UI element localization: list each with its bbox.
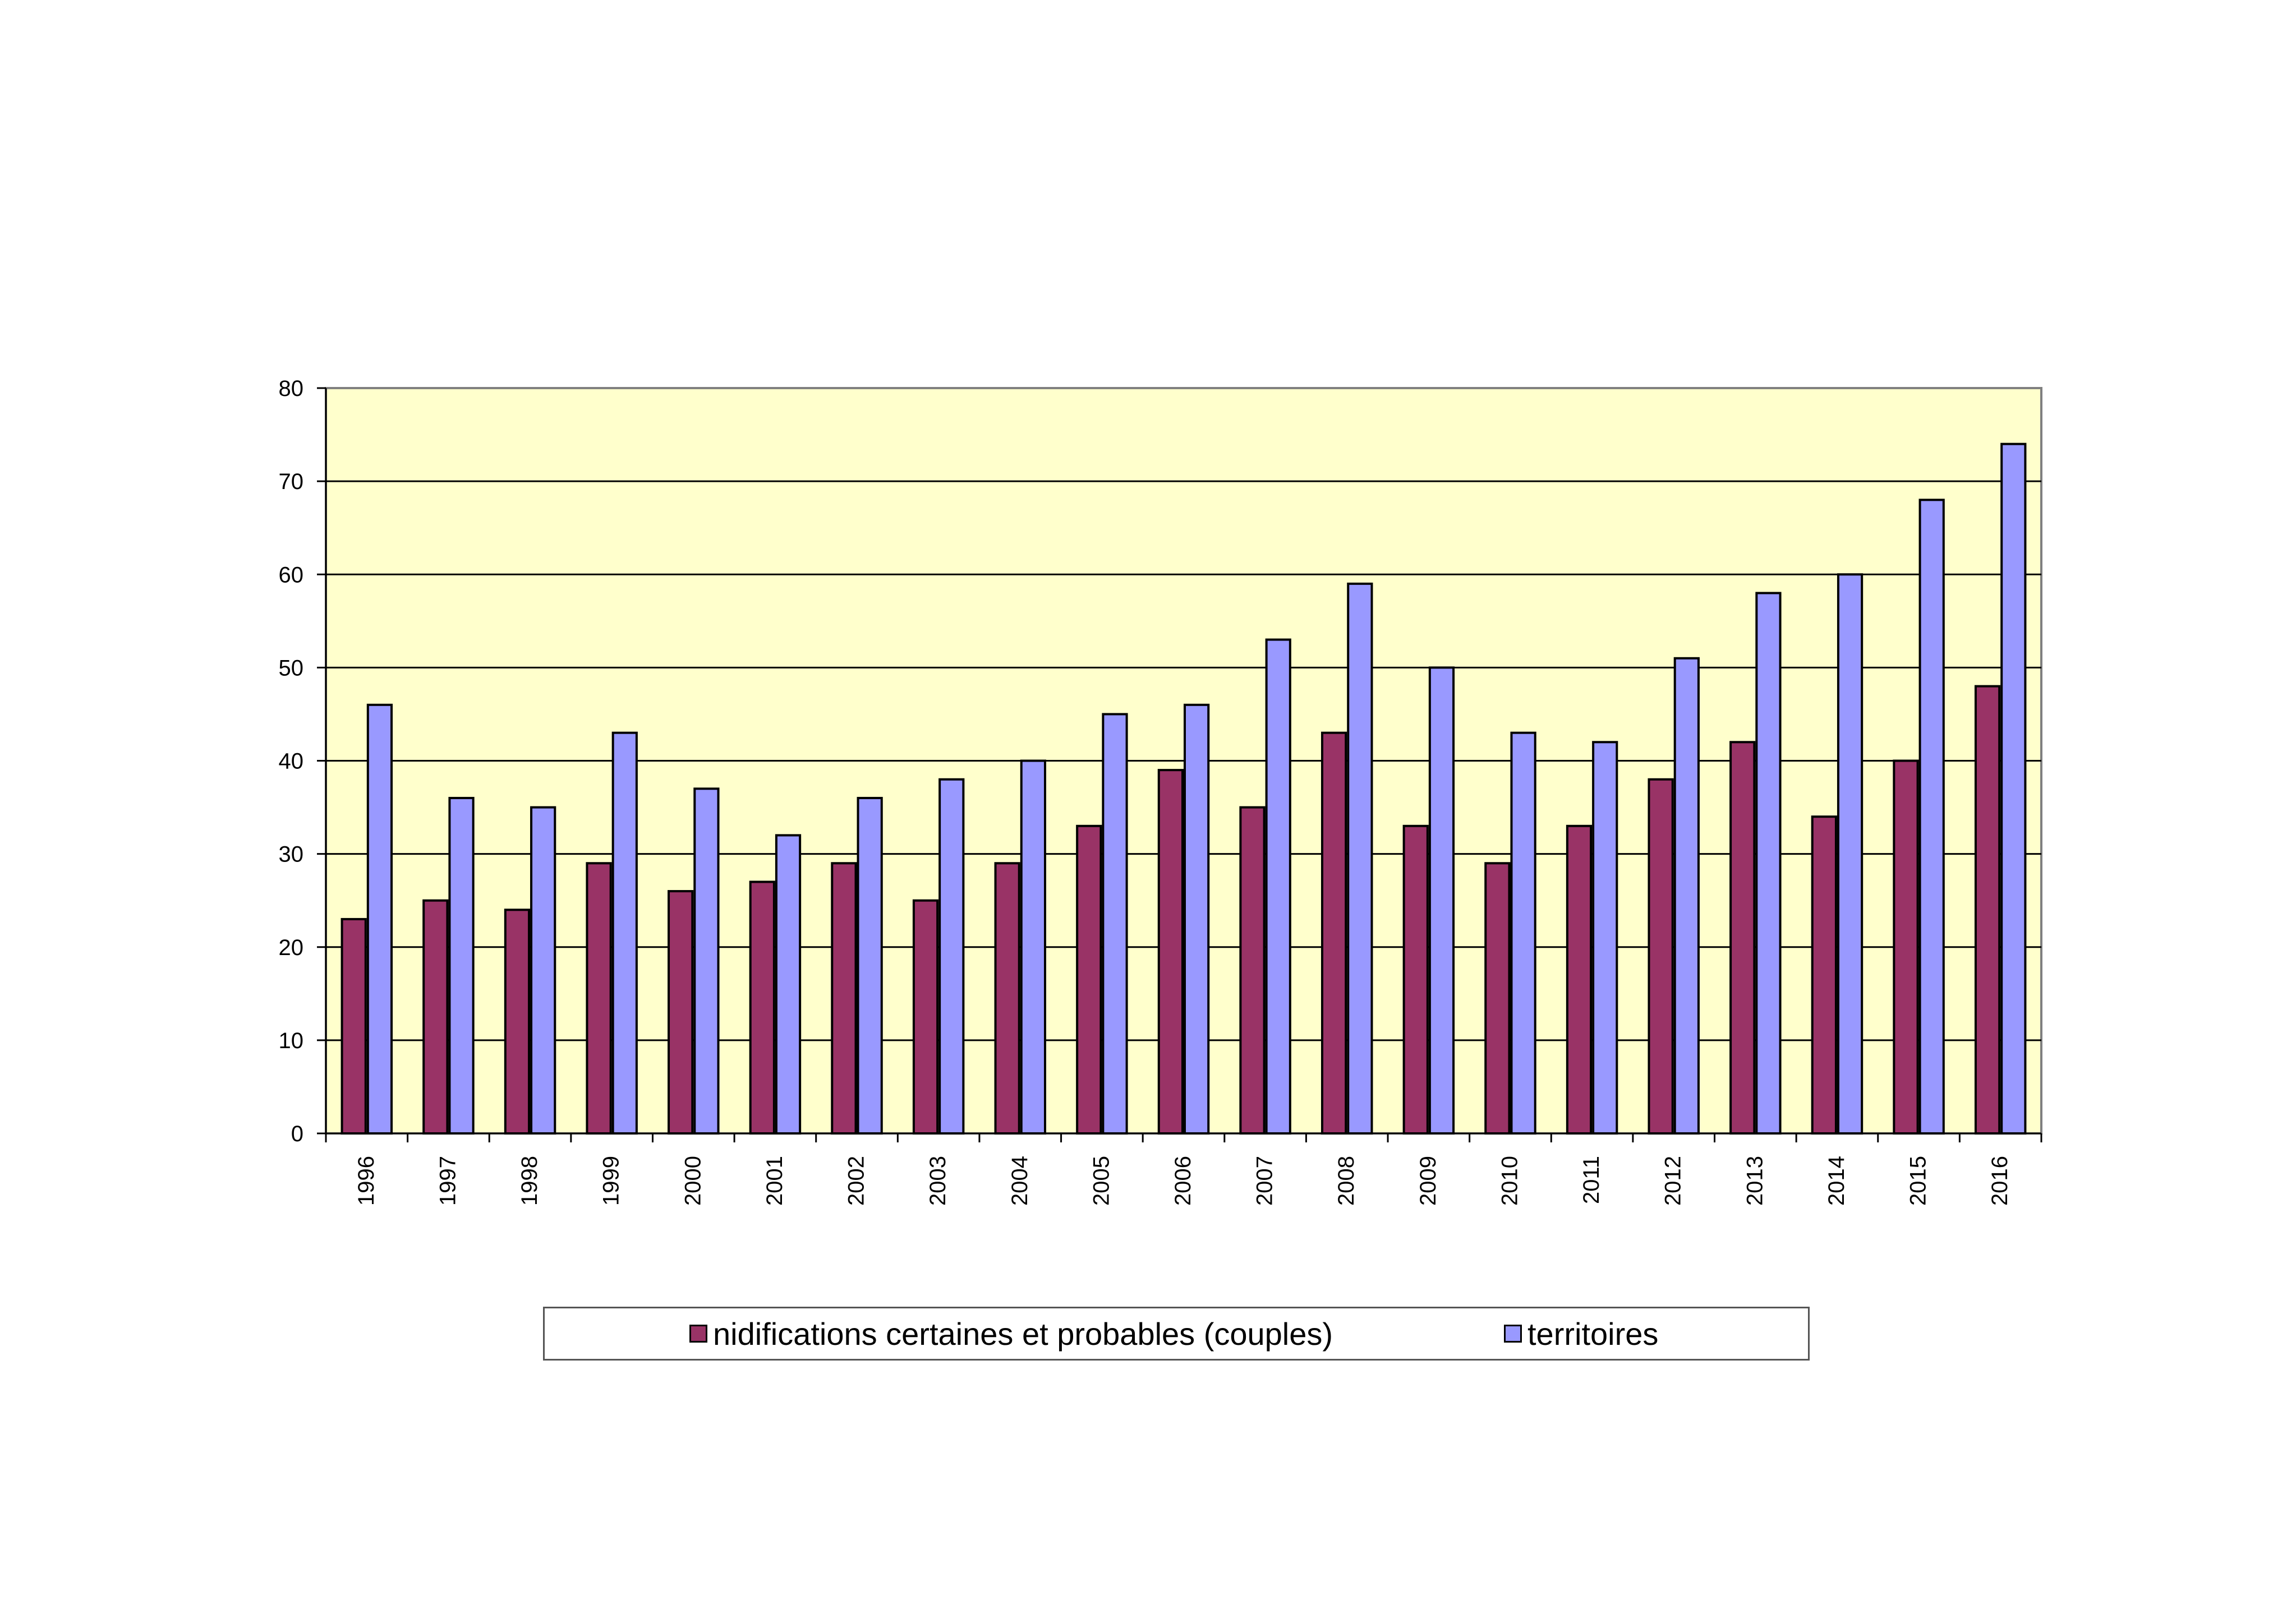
- bar-territoires: [1755, 592, 1782, 1135]
- x-tick-label: 2010: [1497, 1156, 1522, 1206]
- y-tick-label: 30: [279, 842, 304, 867]
- legend-item-nidifications: nidifications certaines et probables (co…: [689, 1308, 1333, 1359]
- bar-territoires: [1347, 582, 1373, 1135]
- bar-nidifications: [1076, 824, 1102, 1135]
- bar-nidifications: [1239, 806, 1266, 1135]
- bar-territoires: [693, 787, 720, 1135]
- legend-label-territoires: territoires: [1527, 1316, 1659, 1352]
- legend-swatch-territoires: [1504, 1325, 1522, 1343]
- y-tick-label: 60: [279, 562, 304, 587]
- x-tick-label: 2013: [1742, 1156, 1767, 1206]
- x-tick-label: 2006: [1171, 1156, 1195, 1206]
- bar-territoires: [366, 703, 393, 1135]
- x-tick-labels: 1996 1997 1998 1999 2000 2001 2002 2003 2004 2005…: [354, 1156, 2012, 1206]
- bar-territoires: [1020, 759, 1046, 1135]
- bar-territoires: [611, 731, 638, 1135]
- bar-territoires: [530, 806, 556, 1135]
- bar-territoires: [1592, 741, 1618, 1135]
- x-tick-label: 2000: [680, 1156, 705, 1206]
- bar-nidifications: [504, 909, 531, 1135]
- bar-territoires: [1510, 731, 1536, 1135]
- x-tick-label: 2014: [1824, 1156, 1849, 1206]
- x-tick-label: 2015: [1906, 1156, 1931, 1206]
- y-tick-label: 0: [291, 1122, 303, 1146]
- y-tick-label: 80: [279, 376, 304, 401]
- bar-nidifications: [1566, 824, 1593, 1135]
- x-tick-label: 2009: [1416, 1156, 1441, 1206]
- bars: [341, 442, 2027, 1135]
- x-tick-label: 2004: [1007, 1156, 1032, 1206]
- x-tick-label: 2003: [926, 1156, 950, 1206]
- x-tick-label: 2011: [1579, 1156, 1604, 1204]
- bar-nidifications: [912, 899, 939, 1135]
- y-tick-label: 10: [279, 1029, 304, 1053]
- bar-territoires: [1918, 499, 1945, 1135]
- bar-nidifications: [1729, 741, 1756, 1135]
- x-tick-label: 2007: [1253, 1156, 1277, 1206]
- y-tick-label: 40: [279, 749, 304, 774]
- bar-nidifications: [1974, 685, 2001, 1135]
- bar-territoires: [1837, 573, 1864, 1135]
- bar-territoires: [938, 778, 965, 1135]
- bar-territoires: [1428, 666, 1455, 1135]
- x-tick-label: 2016: [1987, 1156, 2012, 1206]
- bar-nidifications: [422, 899, 449, 1135]
- bar-nidifications: [1402, 824, 1429, 1135]
- bar-nidifications: [831, 862, 857, 1135]
- legend-swatch-nidifications: [689, 1325, 707, 1343]
- bar-territoires: [1673, 657, 1700, 1135]
- y-tick-labels: 0 10 20 30 40 50 60 70 80: [279, 376, 304, 1146]
- bar-nidifications: [586, 862, 612, 1135]
- bar-nidifications: [994, 862, 1020, 1135]
- bar-territoires: [857, 796, 883, 1135]
- x-tick-label: 1997: [435, 1156, 460, 1206]
- bar-territoires: [448, 796, 475, 1135]
- x-tick-label: 2008: [1334, 1156, 1359, 1206]
- bar-nidifications: [1484, 862, 1511, 1135]
- x-tick-label: 1999: [599, 1156, 624, 1206]
- x-tick-label: 2001: [762, 1156, 787, 1206]
- legend-label-nidifications: nidifications certaines et probables (co…: [713, 1316, 1333, 1352]
- bar-territoires: [1102, 713, 1128, 1135]
- legend-item-territoires: territoires: [1504, 1308, 1658, 1359]
- bar-territoires: [2000, 442, 2027, 1135]
- bar-nidifications: [749, 880, 775, 1135]
- x-tick-label: 1996: [354, 1156, 379, 1206]
- x-tick-label: 2005: [1089, 1156, 1114, 1206]
- x-tick-label: 1998: [517, 1156, 542, 1206]
- x-tick-label: 2012: [1661, 1156, 1686, 1206]
- y-tick-label: 70: [279, 469, 304, 494]
- y-tick-label: 50: [279, 656, 304, 680]
- bar-nidifications: [1157, 769, 1184, 1135]
- x-tick-label: 2002: [844, 1156, 869, 1206]
- bar-territoires: [1265, 638, 1291, 1135]
- axes: [317, 387, 2042, 1142]
- bar-nidifications: [1893, 759, 1919, 1135]
- bar-nidifications: [341, 917, 367, 1135]
- legend: nidifications certaines et probables (co…: [543, 1307, 1810, 1361]
- bar-territoires: [1184, 703, 1210, 1135]
- bar-nidifications: [668, 890, 694, 1135]
- bar-nidifications: [1321, 731, 1347, 1135]
- y-tick-label: 20: [279, 935, 304, 960]
- bar-nidifications: [1811, 815, 1837, 1135]
- bar-territoires: [775, 834, 802, 1135]
- bar-nidifications: [1648, 778, 1674, 1135]
